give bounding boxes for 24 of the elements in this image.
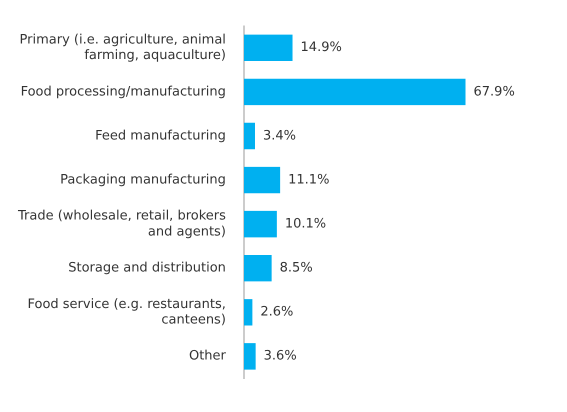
data-label: 67.9% (474, 84, 515, 100)
y-tick-label: Trade (wholesale, retail, brokers and agents) (16, 208, 226, 240)
bar (244, 78, 466, 106)
bar (244, 34, 293, 62)
data-label: 14.9% (300, 40, 342, 56)
data-label: 3.6% (264, 348, 297, 364)
y-tick-label: Other (188, 348, 227, 364)
bar (244, 166, 280, 194)
y-tick-label: Food service (e.g. restaurants, canteens) (27, 296, 226, 328)
bar (244, 299, 252, 326)
y-tick-label: Primary (i.e. agriculture, animal farming, aquaculture) (20, 32, 226, 64)
y-tick-label: Feed manufacturing (95, 128, 226, 144)
bar (244, 343, 256, 370)
y-tick-label: Packaging manufacturing (60, 172, 226, 188)
data-label: 10.1% (284, 216, 326, 232)
y-tick-label: Storage and distribution (68, 260, 226, 276)
bar (244, 122, 255, 150)
data-label: 2.6% (260, 304, 294, 320)
bar (244, 254, 272, 282)
y-tick-label: Food processing/manufacturing (20, 84, 226, 100)
data-label: 11.1% (288, 172, 330, 188)
bar (244, 210, 277, 238)
data-label: 3.4% (262, 128, 296, 144)
data-label: 8.5% (280, 260, 313, 276)
